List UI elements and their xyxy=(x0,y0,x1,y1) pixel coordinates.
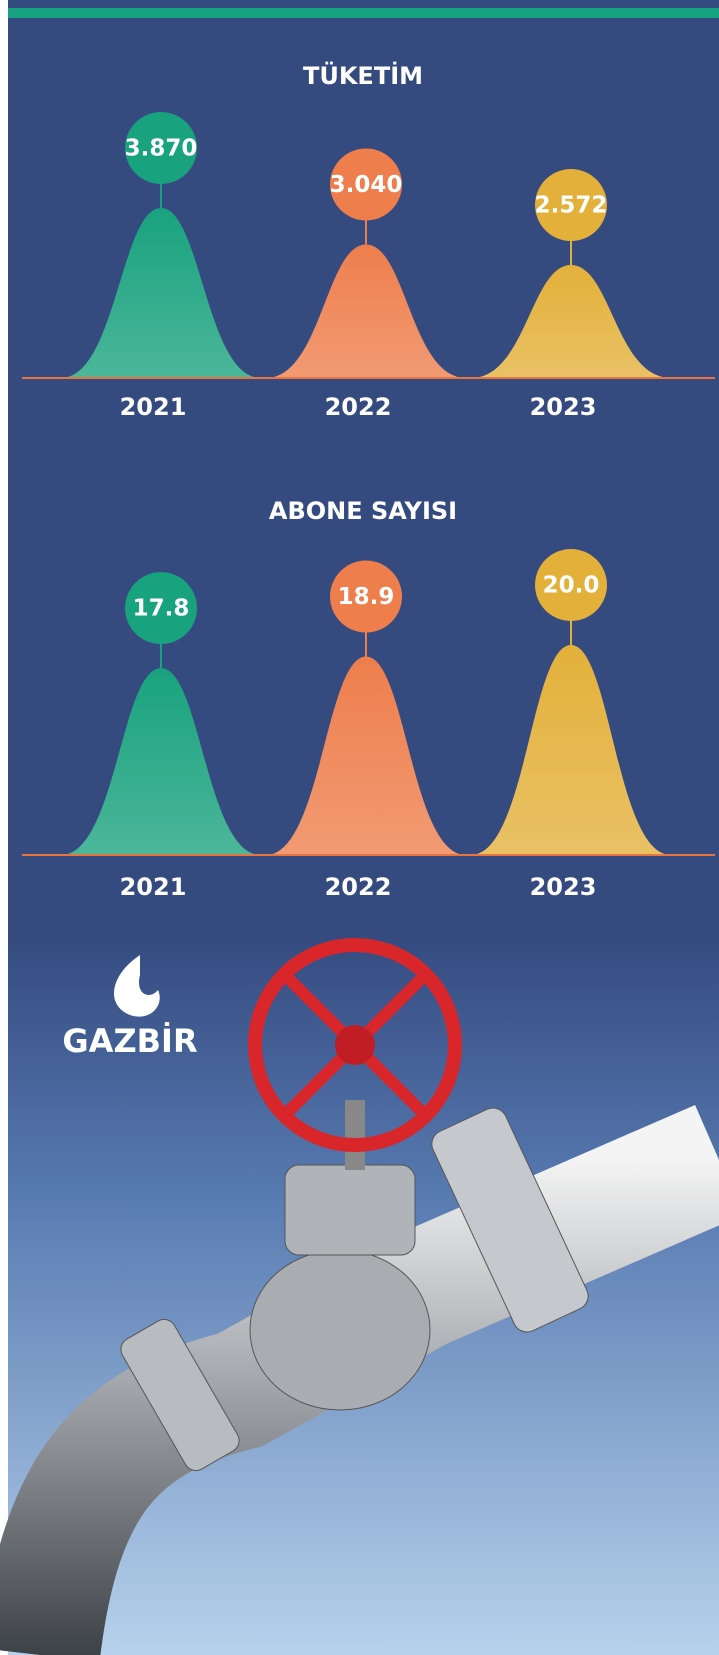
category-label: 2021 xyxy=(120,873,187,901)
chart-title: ABONE SAYISI xyxy=(269,497,457,525)
value-label: 17.8 xyxy=(133,596,190,622)
category-label: 2022 xyxy=(325,873,392,901)
category-label: 2023 xyxy=(530,393,597,421)
value-label: 2.572 xyxy=(535,193,608,219)
top-stripe xyxy=(8,8,719,18)
value-label: 3.040 xyxy=(330,172,403,198)
category-label: 2021 xyxy=(120,393,187,421)
page: TÜKETİM 3.870 2021 3.040 2022 2.572 2023 ABONE … xyxy=(0,0,719,1655)
value-label: 3.870 xyxy=(125,136,198,162)
chart-title: TÜKETİM xyxy=(303,60,423,90)
logo-text: GAZBİR xyxy=(62,1022,197,1060)
value-label: 20.0 xyxy=(543,573,600,599)
category-label: 2023 xyxy=(530,873,597,901)
category-label: 2022 xyxy=(325,393,392,421)
value-label: 18.9 xyxy=(338,584,395,610)
